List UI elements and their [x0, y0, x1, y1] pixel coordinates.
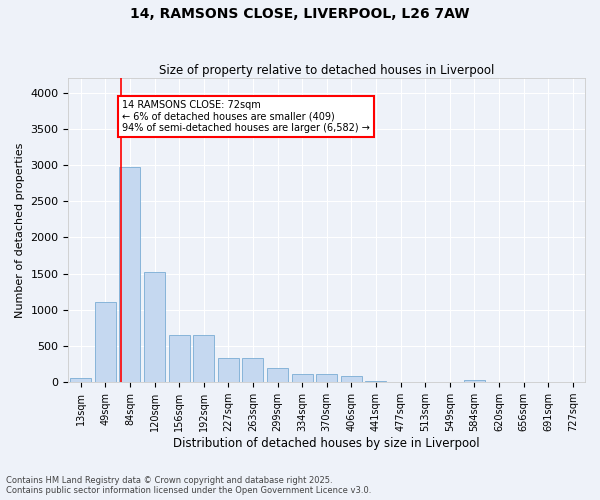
- Bar: [292, 374, 313, 382]
- Text: 14, RAMSONS CLOSE, LIVERPOOL, L26 7AW: 14, RAMSONS CLOSE, LIVERPOOL, L26 7AW: [130, 8, 470, 22]
- Bar: [193, 335, 214, 382]
- Bar: [242, 358, 263, 382]
- Bar: [267, 368, 288, 382]
- Bar: [144, 272, 165, 382]
- Bar: [70, 378, 91, 382]
- X-axis label: Distribution of detached houses by size in Liverpool: Distribution of detached houses by size …: [173, 437, 480, 450]
- Bar: [95, 302, 116, 382]
- Bar: [169, 335, 190, 382]
- Bar: [464, 380, 485, 382]
- Text: 14 RAMSONS CLOSE: 72sqm
← 6% of detached houses are smaller (409)
94% of semi-de: 14 RAMSONS CLOSE: 72sqm ← 6% of detached…: [122, 100, 370, 133]
- Title: Size of property relative to detached houses in Liverpool: Size of property relative to detached ho…: [159, 64, 494, 77]
- Bar: [218, 358, 239, 382]
- Bar: [119, 167, 140, 382]
- Y-axis label: Number of detached properties: Number of detached properties: [15, 142, 25, 318]
- Text: Contains HM Land Registry data © Crown copyright and database right 2025.
Contai: Contains HM Land Registry data © Crown c…: [6, 476, 371, 495]
- Bar: [365, 381, 386, 382]
- Bar: [316, 374, 337, 382]
- Bar: [341, 376, 362, 382]
